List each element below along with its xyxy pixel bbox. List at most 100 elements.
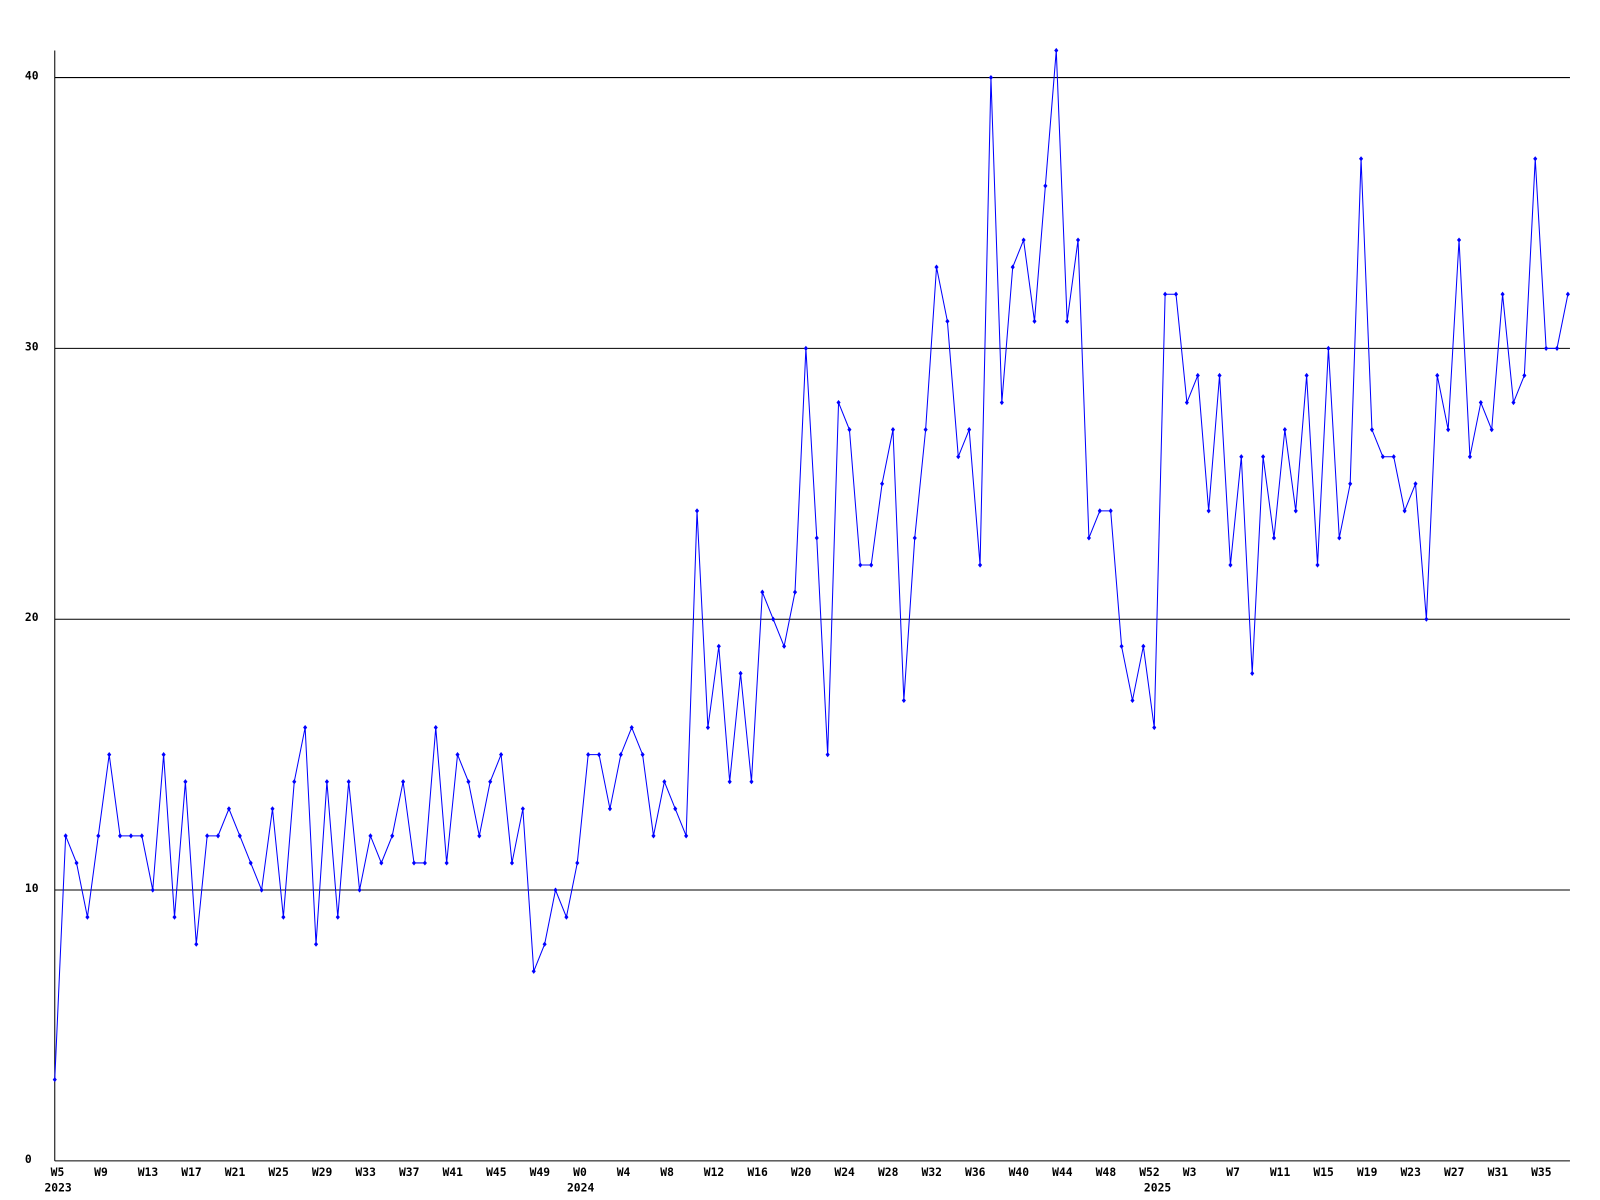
data-point <box>1402 508 1407 514</box>
data-point <box>1380 454 1385 460</box>
data-point <box>270 806 275 812</box>
data-point <box>444 860 449 866</box>
data-point <box>890 427 896 433</box>
data-point <box>1261 454 1266 460</box>
x-tick-label: W37 <box>399 1165 419 1179</box>
data-point <box>1054 47 1059 54</box>
data-point <box>1032 318 1037 324</box>
data-point <box>727 779 732 785</box>
data-point <box>1424 616 1429 622</box>
data-point <box>161 752 166 758</box>
data-point <box>1097 508 1102 514</box>
data-point <box>324 779 329 785</box>
data-point <box>172 914 177 920</box>
data-point <box>1163 291 1168 297</box>
data-point <box>1228 562 1233 568</box>
data-point <box>988 74 994 81</box>
data-point <box>1359 156 1364 162</box>
data-point <box>912 535 917 541</box>
data-point <box>1565 291 1570 297</box>
y-tick-label: 20 <box>25 610 39 624</box>
data-point <box>640 752 645 758</box>
data-point <box>858 562 863 568</box>
data-point <box>1544 345 1549 351</box>
data-point <box>738 670 743 676</box>
data-point <box>542 941 547 947</box>
data-point <box>836 399 841 406</box>
x-tick-label: W0 <box>573 1165 587 1179</box>
data-point <box>847 427 852 433</box>
data-point <box>1413 481 1418 487</box>
data-point <box>1478 399 1483 406</box>
data-point <box>63 833 68 839</box>
x-tick-label: W52 <box>1139 1165 1159 1179</box>
data-point <box>401 779 406 785</box>
data-point <box>923 427 928 433</box>
data-point <box>139 833 144 839</box>
x-tick-label: W13 <box>138 1165 159 1179</box>
data-point <box>618 752 623 758</box>
data-point <box>194 941 199 947</box>
data-point <box>694 508 700 514</box>
data-point <box>1075 237 1081 243</box>
data-point <box>96 833 101 839</box>
data-point <box>684 833 689 839</box>
x-tick-label: W5 <box>51 1165 65 1179</box>
data-point <box>814 535 819 541</box>
data-point <box>379 860 384 866</box>
data-point <box>782 643 787 649</box>
x-tick-label: W44 <box>1052 1165 1073 1179</box>
data-point <box>1326 345 1331 351</box>
data-point <box>760 589 765 595</box>
data-point <box>422 860 427 866</box>
x-tick-label: W25 <box>268 1165 289 1179</box>
x-tick-label: W36 <box>965 1165 986 1179</box>
data-point <box>205 833 210 839</box>
data-point <box>313 941 319 947</box>
data-point <box>259 887 264 893</box>
x-tick-label: W17 <box>181 1165 201 1179</box>
data-point <box>771 616 776 622</box>
data-point <box>1108 508 1113 514</box>
data-point <box>1467 454 1472 460</box>
data-point <box>1184 399 1189 406</box>
data-point <box>1348 481 1353 487</box>
data-point <box>1337 535 1342 541</box>
data-point <box>1130 697 1135 704</box>
data-point <box>934 264 939 270</box>
x-tick-label: W48 <box>1096 1165 1117 1179</box>
data-point <box>303 724 308 731</box>
data-point <box>1293 508 1298 514</box>
data-point <box>488 779 493 785</box>
data-point <box>1141 643 1146 649</box>
data-point <box>869 562 874 568</box>
x-tick-label: W19 <box>1357 1165 1378 1179</box>
data-point <box>1271 535 1277 541</box>
x-tick-label: W9 <box>94 1165 108 1179</box>
x-tick-label: W23 <box>1400 1165 1421 1179</box>
x-tick-label: W35 <box>1531 1165 1552 1179</box>
data-point <box>705 724 710 731</box>
y-tick-label: 0 <box>25 1152 32 1166</box>
data-point <box>1173 291 1179 297</box>
data-point <box>215 833 221 839</box>
x-tick-label: W33 <box>355 1165 376 1179</box>
data-point <box>1446 427 1451 433</box>
data-point <box>1250 670 1255 676</box>
data-point <box>1489 427 1494 433</box>
x-tick-label: W28 <box>878 1165 899 1179</box>
data-point <box>237 833 242 839</box>
data-point <box>651 833 656 839</box>
data-point <box>978 562 983 568</box>
x-year-label: 2025 <box>1144 1181 1171 1195</box>
data-line <box>54 50 1569 1080</box>
data-point <box>368 833 373 839</box>
data-point <box>1195 372 1200 379</box>
data-point <box>1554 345 1560 351</box>
data-point <box>1217 372 1222 379</box>
data-point <box>1435 372 1440 379</box>
data-point <box>433 724 438 731</box>
data-point <box>575 860 580 866</box>
data-point <box>1010 264 1015 270</box>
